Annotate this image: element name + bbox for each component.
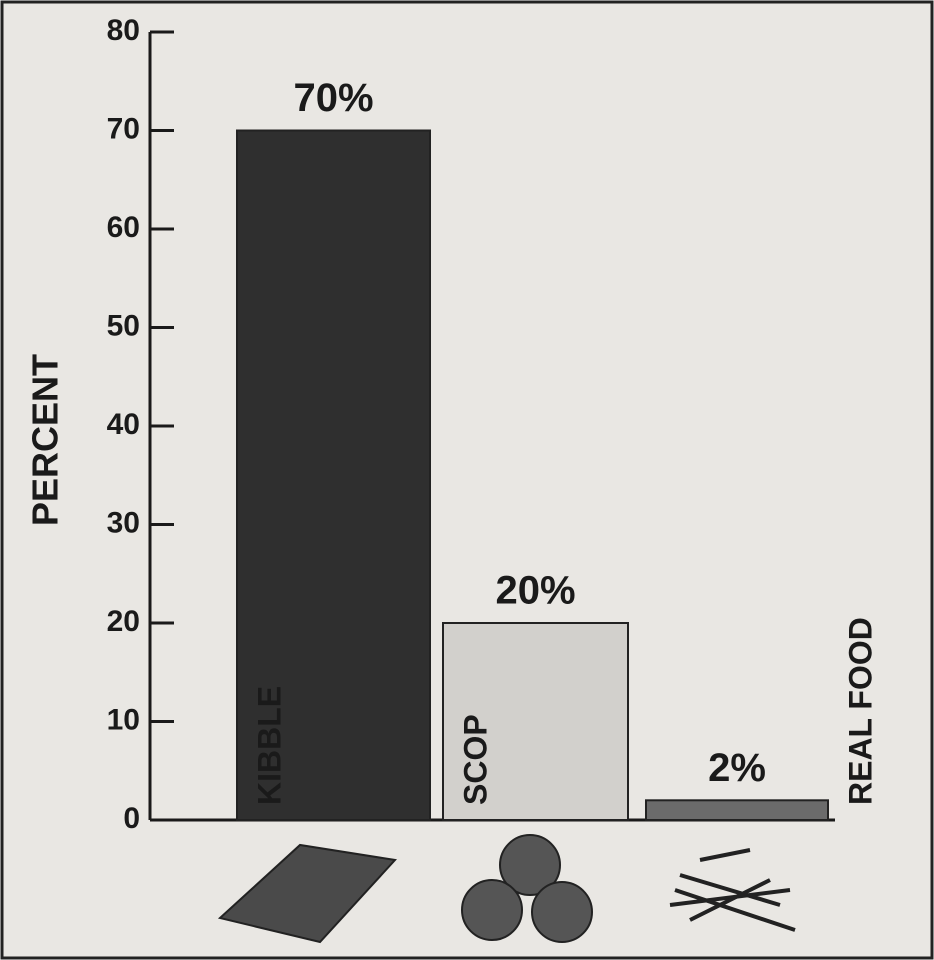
y-tick-label: 0 [123,802,140,835]
category-label: SCOP [457,714,493,805]
bar [646,800,828,820]
y-tick-label: 70 [107,112,140,145]
y-tick-label: 20 [107,605,140,638]
category-label: KIBBLE [251,686,287,805]
y-tick-label: 40 [107,408,140,441]
y-tick-label: 60 [107,211,140,244]
y-tick-label: 80 [107,14,140,47]
value-label: 2% [708,746,766,790]
page: {"chart_data": {"type": "bar", "y_label"… [0,0,934,960]
y-axis-label: PERCENT [25,354,66,526]
category-label: REAL FOOD [842,617,878,805]
y-tick-label: 30 [107,506,140,539]
value-label: 70% [293,76,373,120]
y-tick-label: 10 [107,703,140,736]
value-label: 20% [495,569,575,613]
y-tick-label: 50 [107,309,140,342]
chart: PERCENT 0 10 20 30 40 50 60 70 80 70% KIBBLE 20% SCO… [0,0,934,960]
